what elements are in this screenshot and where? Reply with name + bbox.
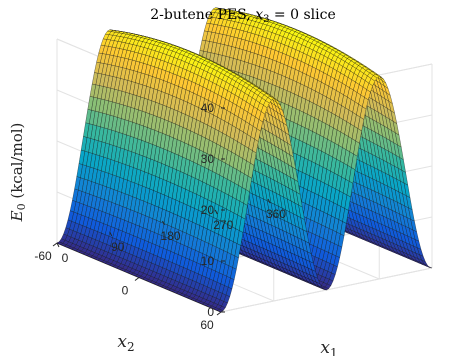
y-tick-label: -60 (34, 249, 52, 263)
x-tick-label: 0 (62, 251, 69, 265)
y-tick-mark (52, 242, 58, 247)
x-tick-label: 180 (160, 229, 180, 243)
x-tick-label: 360 (266, 207, 286, 221)
y-axis-label: x2 (117, 332, 134, 354)
x-tick-label: 90 (111, 240, 125, 254)
z-axis-label: E0 (kcal/mol) (8, 123, 28, 223)
x-tick-label: 270 (213, 218, 233, 232)
y-tick-mark (216, 311, 222, 316)
z-tick-label: 10 (201, 254, 215, 268)
z-tick-label: 0 (207, 305, 214, 319)
z-tick-label: 40 (201, 101, 215, 115)
y-tick-mark (134, 277, 140, 281)
z-tick-label: 30 (201, 152, 215, 166)
chart-title: 2-butene PES, x3 = 0 slice (150, 7, 335, 25)
x-axis-label: x1 (320, 338, 337, 356)
surface-layer (56, 7, 433, 313)
y-tick-label: 0 (122, 284, 129, 298)
y-tick-label: 60 (200, 318, 214, 332)
z-tick-label: 20 (201, 203, 215, 217)
